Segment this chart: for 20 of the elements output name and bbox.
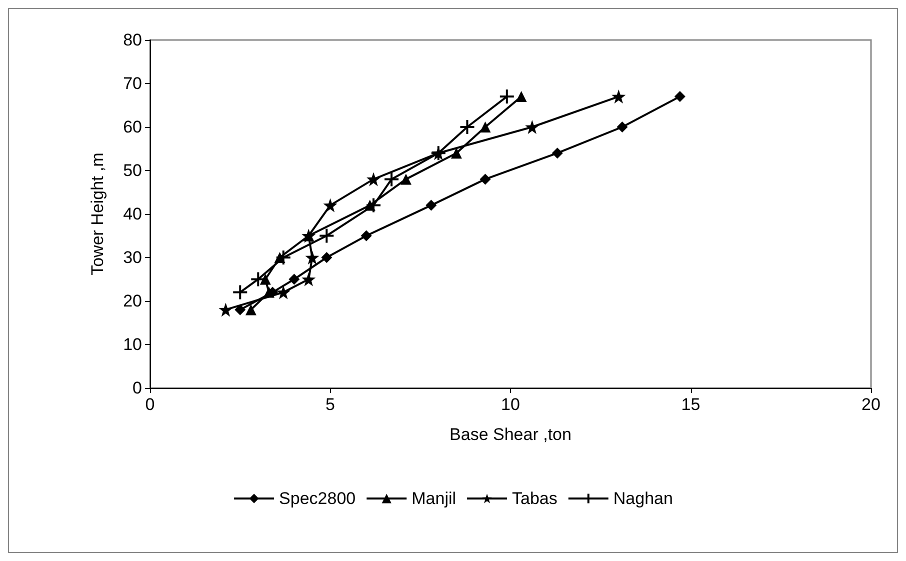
x-tick-label: 15 (681, 395, 700, 414)
y-tick-label: 50 (123, 161, 142, 180)
y-tick-label: 40 (123, 204, 142, 224)
y-tick-label: 10 (123, 335, 142, 354)
x-tick-label: 10 (501, 395, 520, 414)
x-tick-label: 0 (145, 395, 155, 414)
y-tick-label: 20 (123, 292, 142, 310)
y-tick-label: 80 (123, 30, 142, 50)
legend-label: Tabas (512, 489, 558, 508)
y-axis-title: Tower Height ,m (88, 152, 107, 276)
y-tick-label: 0 (132, 378, 142, 398)
y-tick-label: 70 (123, 74, 142, 93)
y-tick-label: 30 (123, 248, 142, 267)
x-tick-label: 5 (326, 395, 335, 414)
legend-label: Spec2800 (279, 489, 356, 508)
legend-label: Manjil (412, 489, 456, 508)
x-tick-label: 20 (862, 395, 880, 414)
legend-label: Naghan (613, 489, 673, 508)
y-tick-label: 60 (123, 118, 142, 136)
x-axis-title: Base Shear ,ton (450, 425, 572, 444)
